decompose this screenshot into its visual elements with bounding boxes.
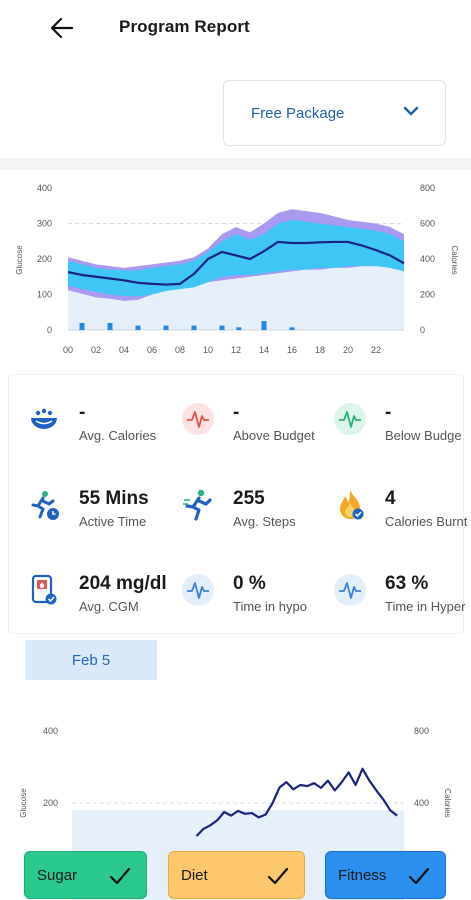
y-tick-label: 200 [37,254,52,264]
y2-tick-label: 800 [420,183,435,193]
stat-label: Above Budget [233,428,315,443]
pulse-blue-icon [182,574,214,606]
calorie-bar [191,325,197,330]
x-tick-label: 18 [315,345,325,355]
y-tick-label: 100 [37,290,52,300]
calorie-bar [163,325,169,330]
sugar-filter-button[interactable]: Sugar [24,851,147,899]
y2-tick-label: 400 [414,798,429,808]
stat-label: Avg. Steps [233,514,296,529]
date-tab[interactable]: Feb 5 [25,640,157,680]
median-glucose-line [67,240,405,286]
y-axis-label: Glucose [19,788,28,818]
stat-label: Calories Burnt [385,514,468,529]
stat-value: 55 Mins [79,488,149,509]
y2-tick-label: 600 [420,219,435,229]
inner-percentile-band [68,219,404,297]
fitness-filter-label: Fitness [338,866,387,884]
stat-value: 0 % [233,573,266,594]
sugar-filter-label: Sugar [37,866,78,884]
stat-value: - [385,402,392,423]
y-tick-label: 0 [47,325,52,335]
stat-label: Active Time [79,514,147,529]
food-bowl-icon [31,408,57,429]
stat-value: 204 mg/dl [79,573,167,594]
arrow-left-icon [50,17,74,39]
stats-grid: - Avg. Calories - Above Budget - Below B… [8,374,468,634]
stat-value: - [79,402,86,423]
running-icon [183,489,212,521]
y2-tick-label: 400 [420,254,435,264]
y2-axis-label: Calories [450,245,459,274]
y-tick-label: 400 [37,183,52,193]
check-icon [267,867,289,885]
package-label: Free Package [251,105,345,122]
section-divider [0,158,471,170]
back-button[interactable] [44,10,80,46]
calorie-bar [135,325,141,330]
stat-label: Time in Hyper [385,599,466,614]
pulse-red-icon [182,403,214,435]
calorie-bar [261,321,267,330]
pulse-green-icon [334,403,366,435]
y-tick-label: 200 [43,798,58,808]
check-icon [408,867,430,885]
stat-label: Below Budge [385,428,462,443]
diet-filter-label: Diet [181,866,208,884]
y-axis-label: Glucose [15,245,24,275]
x-tick-label: 14 [259,345,269,355]
y2-tick-label: 200 [420,290,435,300]
app-header: Program Report [0,0,471,60]
calorie-bar [219,325,225,330]
y2-tick-label: 0 [420,325,425,335]
stat-value: 4 [385,488,396,509]
y2-axis-label: Calories [443,788,452,817]
check-icon [109,867,131,885]
calorie-bar [107,322,113,330]
calorie-bar [236,327,242,330]
x-tick-label: 10 [203,345,213,355]
x-tick-label: 12 [231,345,241,355]
chevron-down-icon [403,106,419,116]
diet-filter-button[interactable]: Diet [168,851,305,899]
calorie-bar [289,327,295,330]
x-tick-label: 08 [175,345,185,355]
glucose-meter-icon [31,574,57,605]
page-title: Program Report [119,17,250,36]
y-tick-label: 400 [43,726,58,736]
glucose-line [195,767,398,837]
pulse-blue-icon [334,574,366,606]
stat-value: 255 [233,488,265,509]
x-tick-label: 06 [147,345,157,355]
x-tick-label: 00 [63,345,73,355]
y2-tick-label: 800 [414,726,429,736]
stat-value: - [233,402,240,423]
x-tick-label: 22 [371,345,381,355]
glucose-calorie-chart: 0 100 200 300 400 0 200 400 600 800 00 02 04 06 08 10 12… [15,183,459,355]
stat-label: Avg. Calories [79,428,157,443]
stat-label: Avg. CGM [79,599,139,614]
package-dropdown[interactable]: Free Package [223,80,446,146]
stat-label: Time in hypo [233,599,307,614]
calorie-bar [79,322,85,330]
x-tick-label: 20 [343,345,353,355]
x-tick-label: 02 [91,345,101,355]
flame-icon [340,490,364,520]
stat-value: 63 % [385,573,429,594]
fitness-filter-button[interactable]: Fitness [325,851,446,899]
x-tick-label: 04 [119,345,129,355]
x-tick-label: 16 [287,345,297,355]
y-tick-label: 300 [37,219,52,229]
running-clock-icon [31,491,59,520]
